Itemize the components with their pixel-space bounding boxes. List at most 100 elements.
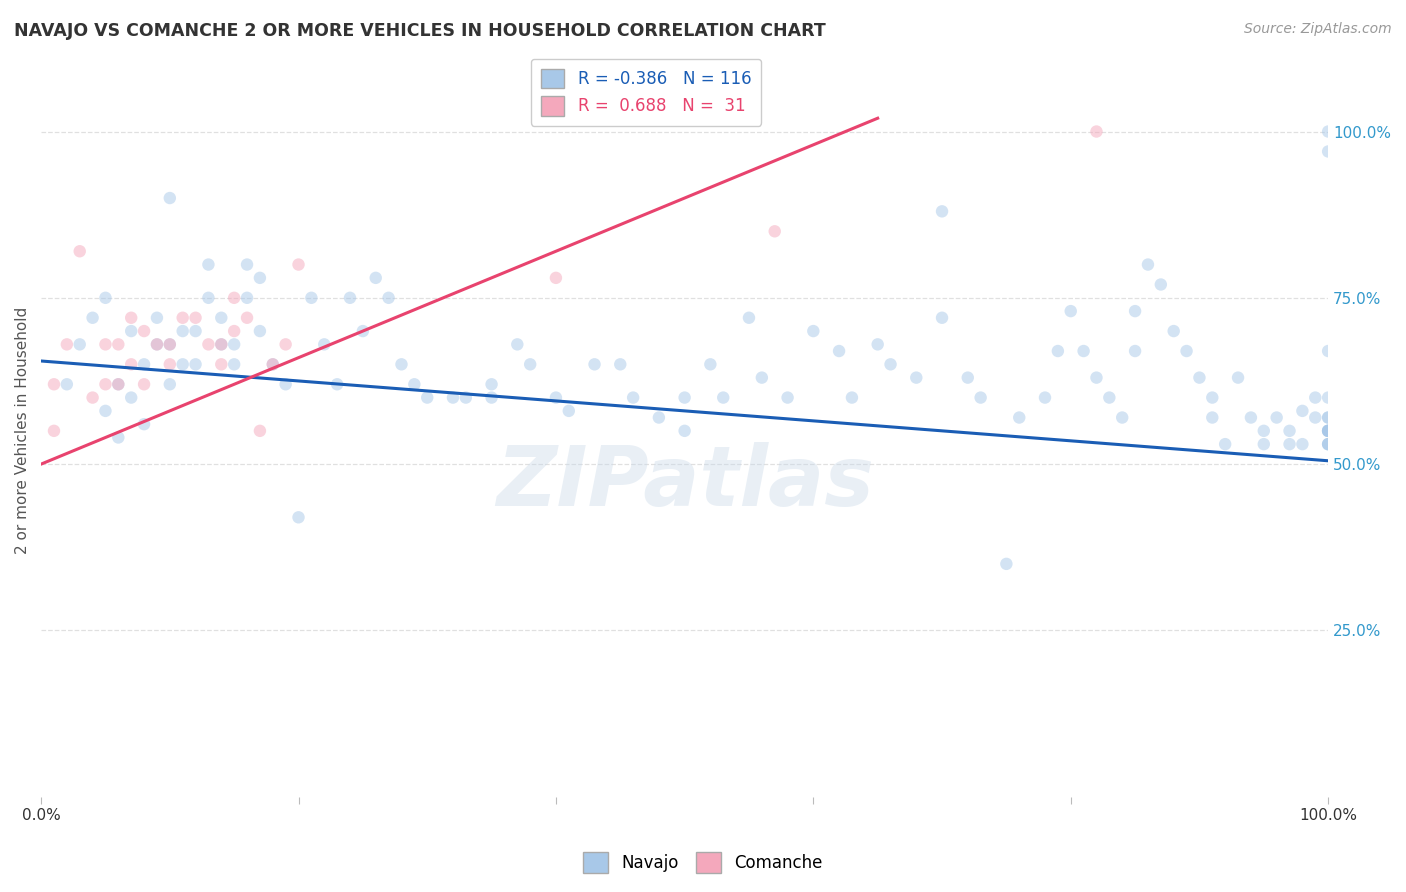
Point xyxy=(905,370,928,384)
Point xyxy=(481,391,503,405)
Point xyxy=(1265,410,1288,425)
Point xyxy=(352,324,374,338)
Point xyxy=(956,370,979,384)
Point xyxy=(287,510,309,524)
Point xyxy=(236,258,259,272)
Point xyxy=(1253,424,1275,438)
Point xyxy=(969,391,991,405)
Point xyxy=(249,324,271,338)
Point xyxy=(209,310,232,325)
Text: ZIPatlas: ZIPatlas xyxy=(496,442,873,523)
Point xyxy=(120,357,142,371)
Point xyxy=(1227,370,1250,384)
Point xyxy=(441,391,464,405)
Point xyxy=(274,377,297,392)
Point xyxy=(1317,424,1340,438)
Point xyxy=(1150,277,1173,292)
Point xyxy=(326,377,349,392)
Point xyxy=(209,337,232,351)
Point xyxy=(1317,145,1340,159)
Point xyxy=(1111,410,1133,425)
Point xyxy=(801,324,824,338)
Point xyxy=(184,310,207,325)
Point xyxy=(763,224,786,238)
Point xyxy=(673,424,696,438)
Point xyxy=(1317,124,1340,138)
Point xyxy=(673,391,696,405)
Point xyxy=(172,310,194,325)
Point xyxy=(995,557,1018,571)
Point xyxy=(1317,424,1340,438)
Point xyxy=(120,391,142,405)
Point xyxy=(1240,410,1263,425)
Point xyxy=(197,258,219,272)
Point xyxy=(132,357,155,371)
Legend: R = -0.386   N = 116, R =  0.688   N =  31: R = -0.386 N = 116, R = 0.688 N = 31 xyxy=(531,59,761,126)
Point xyxy=(711,391,734,405)
Point xyxy=(1098,391,1121,405)
Point xyxy=(209,337,232,351)
Point xyxy=(184,324,207,338)
Text: NAVAJO VS COMANCHE 2 OR MORE VEHICLES IN HOUSEHOLD CORRELATION CHART: NAVAJO VS COMANCHE 2 OR MORE VEHICLES IN… xyxy=(14,22,825,40)
Point xyxy=(56,377,79,392)
Point xyxy=(1291,437,1313,451)
Point xyxy=(1317,424,1340,438)
Point xyxy=(377,291,399,305)
Point xyxy=(1317,410,1340,425)
Point xyxy=(132,324,155,338)
Point xyxy=(94,377,117,392)
Point xyxy=(1123,304,1146,318)
Point xyxy=(364,270,387,285)
Point xyxy=(69,337,91,351)
Point xyxy=(287,258,309,272)
Point xyxy=(751,370,773,384)
Point xyxy=(1073,344,1095,359)
Point xyxy=(82,391,104,405)
Point xyxy=(120,324,142,338)
Point xyxy=(262,357,284,371)
Point xyxy=(544,270,567,285)
Point xyxy=(1188,370,1211,384)
Point xyxy=(107,377,129,392)
Point xyxy=(648,410,671,425)
Point xyxy=(274,337,297,351)
Point xyxy=(738,310,761,325)
Point xyxy=(558,404,581,418)
Point xyxy=(609,357,631,371)
Y-axis label: 2 or more Vehicles in Household: 2 or more Vehicles in Household xyxy=(15,307,30,555)
Point xyxy=(454,391,477,405)
Point xyxy=(224,357,246,371)
Point xyxy=(120,310,142,325)
Point xyxy=(544,391,567,405)
Point xyxy=(339,291,361,305)
Point xyxy=(262,357,284,371)
Point xyxy=(1046,344,1069,359)
Point xyxy=(197,291,219,305)
Point xyxy=(146,310,169,325)
Point xyxy=(236,291,259,305)
Point xyxy=(107,430,129,444)
Point xyxy=(94,291,117,305)
Point xyxy=(1008,410,1031,425)
Point xyxy=(1303,410,1326,425)
Point xyxy=(506,337,529,351)
Point xyxy=(1085,124,1108,138)
Point xyxy=(1317,437,1340,451)
Point xyxy=(184,357,207,371)
Point xyxy=(931,310,953,325)
Point xyxy=(1317,410,1340,425)
Point xyxy=(1317,424,1340,438)
Point xyxy=(776,391,799,405)
Point xyxy=(132,377,155,392)
Point xyxy=(1033,391,1056,405)
Point xyxy=(249,424,271,438)
Point xyxy=(224,291,246,305)
Point xyxy=(209,357,232,371)
Point xyxy=(866,337,889,351)
Point xyxy=(699,357,721,371)
Point xyxy=(1278,424,1301,438)
Point xyxy=(56,337,79,351)
Point xyxy=(1317,424,1340,438)
Point xyxy=(519,357,541,371)
Point xyxy=(159,377,181,392)
